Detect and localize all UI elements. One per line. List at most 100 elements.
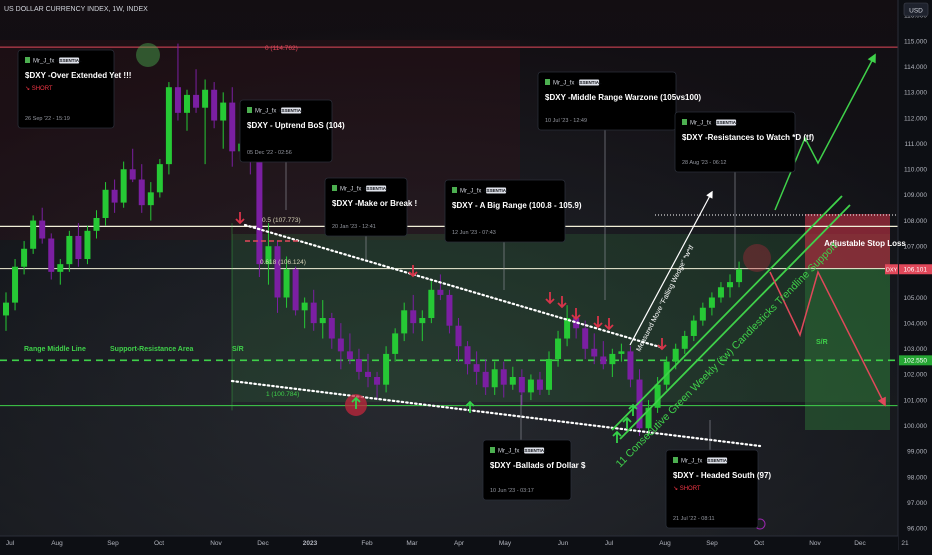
idea-author: Mr_J_fx — [553, 81, 574, 87]
candle-body — [582, 328, 589, 349]
price-tick-label: 110.000 — [904, 167, 927, 174]
time-tick-label: Sep — [107, 540, 119, 547]
candle-body — [3, 302, 9, 316]
currency-badge-label: USD — [909, 8, 923, 15]
red-down-arrow — [557, 296, 567, 309]
green-up-arrow — [351, 396, 361, 409]
candle-body — [102, 189, 109, 218]
candle-body — [12, 266, 19, 303]
idea-date: 21 Jul '22 - 08:11 — [673, 516, 715, 522]
candle-body — [446, 294, 453, 326]
candle-body — [392, 333, 399, 354]
essential-badge-label: ESSENTIAL — [278, 108, 304, 113]
candle-body — [500, 369, 507, 385]
idea-card[interactable]: Mr_J_fx ESSENTIAL $DXY -Resistances to Wat… — [674, 111, 814, 173]
green-up-arrow — [628, 403, 638, 416]
candle-body — [401, 310, 408, 334]
idea-author: Mr_J_fx — [255, 109, 276, 115]
candle-body — [410, 310, 417, 324]
idea-card[interactable]: Mr_J_fx ESSENTIAL $DXY - Headed South (97)… — [665, 449, 771, 529]
candle-body — [220, 102, 227, 121]
idea-date: 20 Jan '23 - 12:41 — [332, 224, 376, 230]
background-glow — [0, 0, 898, 536]
time-axis[interactable]: Jul Aug Sep Oct Nov Dec 2023 Feb Mar Apr May Jun Jul… — [6, 540, 909, 547]
idea-card[interactable]: Mr_J_fx ESSENTIAL $DXY -Make or Break ! 20 … — [324, 177, 417, 237]
candle-body — [301, 302, 308, 311]
time-tick-label: Jul — [6, 540, 15, 547]
candle-body — [346, 351, 353, 360]
idea-author: Mr_J_fx — [33, 59, 54, 65]
candle-body — [546, 359, 552, 390]
time-tick-label: Oct — [154, 540, 164, 547]
idea-card[interactable]: Mr_J_fx ESSENTIAL $DXY -Ballads of Dollar … — [482, 439, 586, 501]
idea-cards-layer: Mr_J_fx ESSENTIAL$DXY -Over Extended Yet … — [17, 49, 814, 529]
range-middle-line-label: Range Middle Line — [24, 346, 86, 353]
candle-body — [636, 379, 643, 429]
candle-body — [464, 346, 471, 365]
idea-card[interactable]: Mr_J_fx ESSENTIAL $DXY -Middle Range Warzo… — [537, 71, 701, 131]
author-avatar-icon — [452, 187, 457, 193]
price-tick-label: 115.000 — [904, 38, 927, 45]
green-up-arrow — [465, 400, 475, 413]
candle-body — [129, 169, 136, 180]
candle-body — [120, 169, 127, 203]
candle-body — [229, 102, 236, 152]
author-avatar-icon — [332, 185, 337, 191]
idea-date: 05 Dec '22 - 02:56 — [247, 150, 292, 156]
time-tick-label: Nov — [809, 540, 821, 547]
essential-badge-label: ESSENTIAL — [576, 80, 602, 85]
red-down-arrow — [593, 316, 603, 329]
candle-body — [690, 320, 697, 336]
current-marker-circle — [743, 244, 771, 272]
price-axis[interactable]: 96.000 97.000 98.000 99.000 100.000 101.000 10… — [885, 13, 932, 533]
price-tick-label: 111.000 — [904, 141, 927, 148]
time-tick-label: Feb — [361, 540, 373, 547]
price-tag-symbol: DXY — [886, 268, 898, 274]
candle-body — [654, 384, 661, 408]
price-tick-label: 100.000 — [904, 423, 928, 430]
idea-card-bg — [239, 99, 333, 163]
candle-body — [75, 235, 82, 260]
author-avatar-icon — [682, 119, 687, 125]
idea-card-bg — [324, 177, 408, 237]
candle-body — [727, 282, 733, 288]
idea-title: $DXY - A Big Range (100.8 - 105.9) — [452, 201, 582, 210]
red-down-arrow — [545, 292, 555, 305]
green-up-arrow — [612, 430, 622, 443]
author-avatar-icon — [673, 457, 678, 463]
candle-body — [591, 348, 598, 357]
candle-body — [618, 351, 625, 354]
candle-body — [573, 318, 580, 329]
idea-card-bg — [482, 439, 572, 501]
essential-badge — [59, 57, 80, 64]
candle-body — [57, 264, 64, 272]
idea-card[interactable]: Mr_J_fx ESSENTIAL $DXY -Over Extended Yet … — [17, 49, 131, 129]
idea-author: Mr_J_fx — [681, 459, 702, 465]
candle-body — [428, 289, 435, 319]
essential-badge-label: ESSENTIAL — [483, 188, 509, 193]
price-tick-label: 102.000 — [904, 372, 928, 379]
idea-card-bg — [17, 49, 115, 129]
trendline-support-line-2 — [619, 204, 851, 440]
idea-title: $DXY -Middle Range Warzone (105vs100) — [545, 93, 701, 102]
idea-card-bg — [537, 71, 677, 131]
currency-badge[interactable] — [903, 2, 929, 17]
candle-body — [256, 148, 263, 265]
candle-body — [193, 94, 200, 108]
candle-body — [283, 269, 290, 298]
essential-badge-label: ESSENTIAL — [704, 458, 730, 463]
price-tag-value: 102.550 — [904, 358, 928, 365]
price-tick-label: 103.000 — [904, 346, 928, 353]
red-down-arrow — [235, 212, 245, 225]
price-tick-label: 99.000 — [907, 449, 927, 456]
essential-badge — [366, 185, 387, 192]
idea-card[interactable]: Mr_J_fx ESSENTIAL $DXY - Uptrend BoS (104)… — [239, 99, 345, 163]
candle-body — [39, 220, 46, 239]
essential-badge — [486, 187, 507, 194]
idea-card[interactable]: Mr_J_fx ESSENTIAL $DXY - A Big Range (100.… — [444, 179, 582, 243]
price-tick-label: 98.000 — [907, 474, 927, 481]
candle-body — [609, 353, 616, 365]
idea-card-bg — [444, 179, 566, 243]
